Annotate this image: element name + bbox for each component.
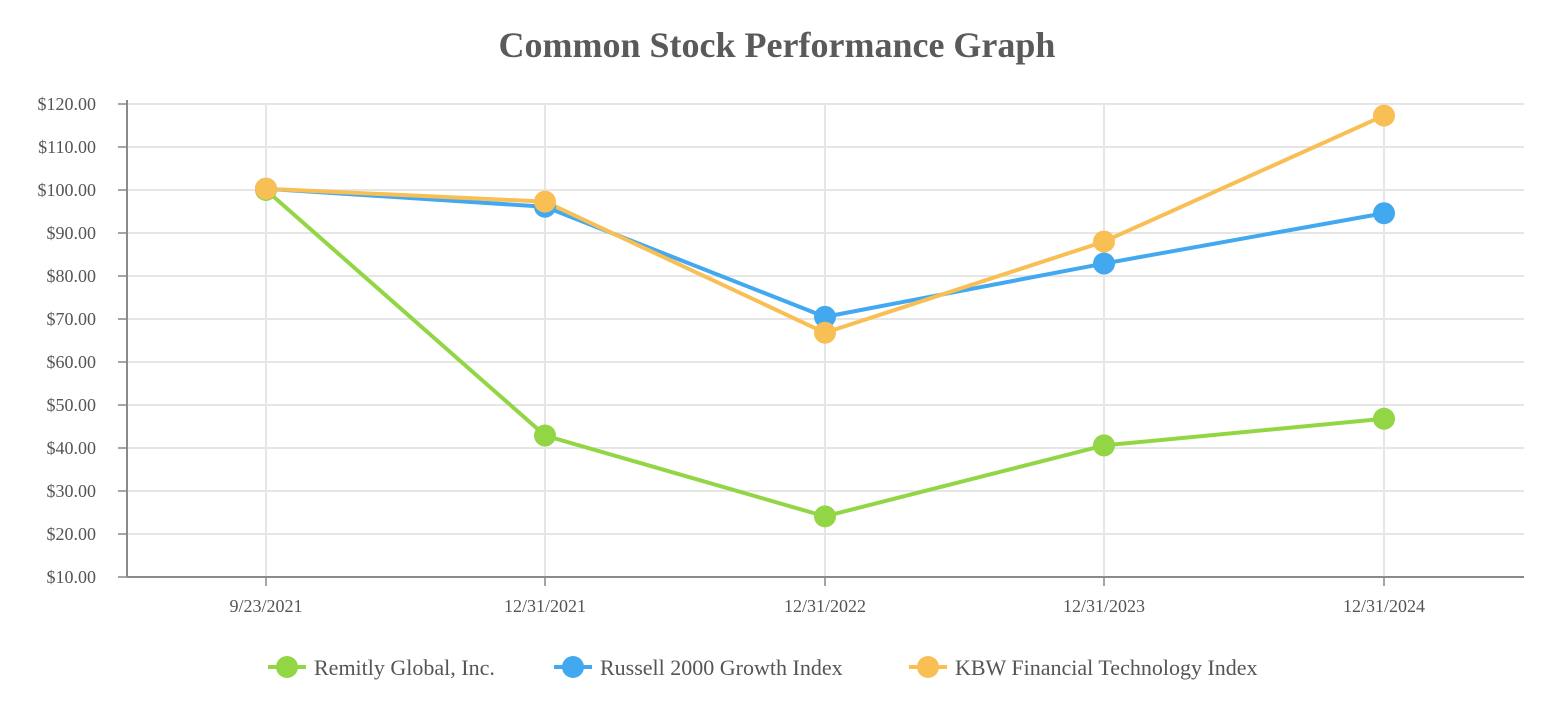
data-point-series-2 — [534, 190, 556, 213]
legend-marker-0 — [276, 656, 298, 678]
legend-marker-1 — [562, 656, 584, 678]
data-point-series-2 — [1093, 230, 1115, 253]
y-tick-label: $50.00 — [47, 395, 97, 415]
legend-label-0: Remitly Global, Inc. — [314, 655, 495, 680]
x-tick-label: 12/31/2023 — [1063, 596, 1145, 616]
y-tick-label: $80.00 — [47, 266, 97, 286]
legend-label-1: Russell 2000 Growth Index — [600, 655, 843, 680]
x-tick-label: 12/31/2024 — [1343, 596, 1425, 616]
x-tick-label: 9/23/2021 — [229, 596, 302, 616]
x-tick-label: 12/31/2021 — [504, 596, 586, 616]
data-point-series-0 — [1373, 407, 1395, 430]
y-tick-label: $60.00 — [47, 352, 97, 372]
chart-title: Common Stock Performance Graph — [498, 25, 1056, 65]
y-tick-label: $120.00 — [38, 94, 97, 114]
data-point-series-0 — [814, 505, 836, 528]
data-point-series-0 — [1093, 434, 1115, 457]
data-point-series-1 — [814, 305, 836, 328]
series-layer — [255, 104, 1395, 528]
y-tick-label: $10.00 — [47, 567, 97, 587]
y-tick-label: $20.00 — [47, 524, 97, 544]
grid-layer — [127, 103, 1524, 577]
y-tick-label: $100.00 — [38, 180, 97, 200]
y-tick-label: $40.00 — [47, 438, 97, 458]
legend-marker-2 — [917, 656, 939, 678]
y-tick-label: $70.00 — [47, 309, 97, 329]
data-point-series-0 — [534, 424, 556, 447]
data-point-series-2 — [1373, 104, 1395, 127]
legend-label-2: KBW Financial Technology Index — [955, 655, 1258, 680]
y-tick-label: $110.00 — [38, 137, 96, 157]
y-tick-label: $90.00 — [47, 223, 97, 243]
x-tick-label: 12/31/2022 — [784, 596, 866, 616]
data-point-series-1 — [1093, 252, 1115, 275]
axis-layer: $10.00 $20.00 $30.00 $40.00 $50.00 $60.00 $70.… — [38, 94, 1524, 616]
y-tick-label: $30.00 — [47, 481, 97, 501]
data-point-series-2 — [814, 321, 836, 344]
legend: Remitly Global, Inc. Russell 2000 Growth … — [268, 655, 1258, 680]
data-point-series-2 — [255, 177, 277, 200]
data-point-series-1 — [1373, 202, 1395, 225]
